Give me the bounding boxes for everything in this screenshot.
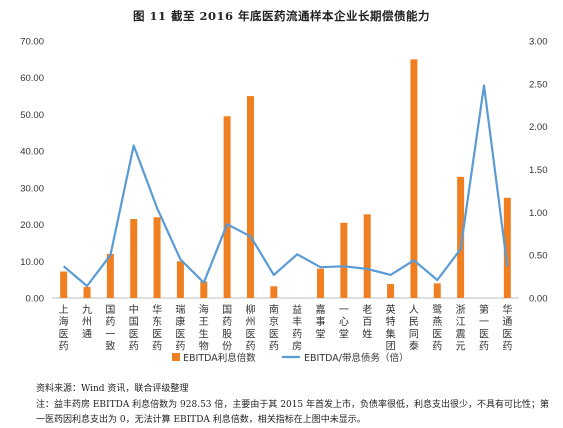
bar [270, 286, 278, 298]
line-path [62, 84, 509, 288]
category-label: 国药一致 [105, 304, 115, 353]
bar [106, 253, 114, 298]
category-label: 华东医药 [152, 303, 162, 353]
category-label: 国药股份 [222, 304, 232, 353]
figure-title: 图 11 截至 2016 年底医药流通样本企业长期偿债能力 [132, 9, 431, 23]
category-label: 英特集团 [386, 303, 396, 353]
left-tick-label: 10.00 [20, 257, 44, 268]
category-labels: 上海医药 九州通 国药一致 中国医药 华东医药 瑞康医药 海王生物 国药股份 柳州医药 南京医药 益… [59, 303, 513, 353]
category-label: 浙江震元 [456, 304, 466, 353]
bar [200, 281, 208, 298]
left-tick-label: 70.00 [20, 37, 44, 48]
left-tick-label: 40.00 [20, 147, 44, 158]
right-tick-label: 2.50 [529, 79, 548, 90]
right-tick-label: 0.00 [529, 294, 548, 305]
footnote: 注：益丰药房 EBITDA 利息倍数为 928.53 倍，主要由于其 2015 … [36, 400, 550, 425]
bar [410, 59, 418, 298]
category-label: 南京医药 [269, 303, 279, 353]
left-tick-label: 50.00 [20, 110, 44, 121]
source-note: 资料来源：Wind 资讯，联合评级整理 [36, 384, 189, 394]
bar-series [60, 59, 511, 298]
legend-bar-label: EBITDA利息倍数 [183, 352, 256, 364]
category-label: 海王生物 [199, 303, 209, 353]
bar [153, 217, 161, 298]
bar [317, 268, 325, 298]
right-tick-label: 1.00 [529, 208, 548, 219]
category-label: 益丰药房 [292, 303, 302, 353]
legend: EBITDA利息倍数 EBITDA/带息债务（倍） [172, 352, 408, 364]
left-tick-label: 0.00 [26, 294, 45, 305]
category-label: 瑞康医药 [175, 304, 185, 353]
bar [503, 197, 511, 298]
right-tick-label: 0.50 [529, 251, 548, 262]
left-y-axis: 0.00 10.00 20.00 30.00 40.00 50.00 60.00 70.00 [20, 37, 44, 305]
category-label: 华通医药 [502, 303, 512, 353]
legend-line-label: EBITDA/带息债务（倍） [304, 352, 408, 364]
category-label: 人民同泰 [409, 304, 419, 353]
bar [130, 219, 138, 298]
category-label: 嘉事堂 [316, 303, 326, 340]
category-label: 中国医药 [129, 303, 139, 353]
left-tick-label: 60.00 [20, 73, 44, 84]
bar [60, 271, 68, 298]
category-label: 老百姓 [362, 303, 372, 340]
line-series [62, 84, 509, 288]
bar [457, 176, 465, 298]
right-tick-label: 2.00 [529, 122, 548, 133]
category-label: 九州通 [82, 304, 92, 340]
dual-axis-chart: 0.0010.0020.0030.0040.0050.0060.0070.00 … [20, 37, 548, 365]
category-label: 柳州医药 [245, 303, 255, 353]
bar [223, 116, 231, 298]
left-tick-label: 20.00 [20, 220, 44, 231]
category-label: 鹭燕医药 [432, 304, 442, 353]
legend-bar-swatch [172, 353, 180, 361]
right-y-axis: 0.00 0.50 1.00 1.50 2.00 2.50 3.00 [529, 37, 548, 305]
bar [363, 214, 371, 298]
category-label: 第一医药 [479, 303, 489, 353]
bar [433, 283, 441, 298]
right-tick-label: 3.00 [529, 37, 548, 48]
bar [83, 286, 91, 298]
category-label: 上海医药 [59, 304, 69, 353]
bar [176, 261, 184, 298]
left-tick-label: 30.00 [20, 183, 44, 194]
right-tick-label: 1.50 [529, 165, 548, 176]
bar [340, 222, 348, 298]
category-label: 一心堂 [339, 305, 349, 340]
bar [387, 284, 395, 298]
bar [246, 96, 254, 298]
